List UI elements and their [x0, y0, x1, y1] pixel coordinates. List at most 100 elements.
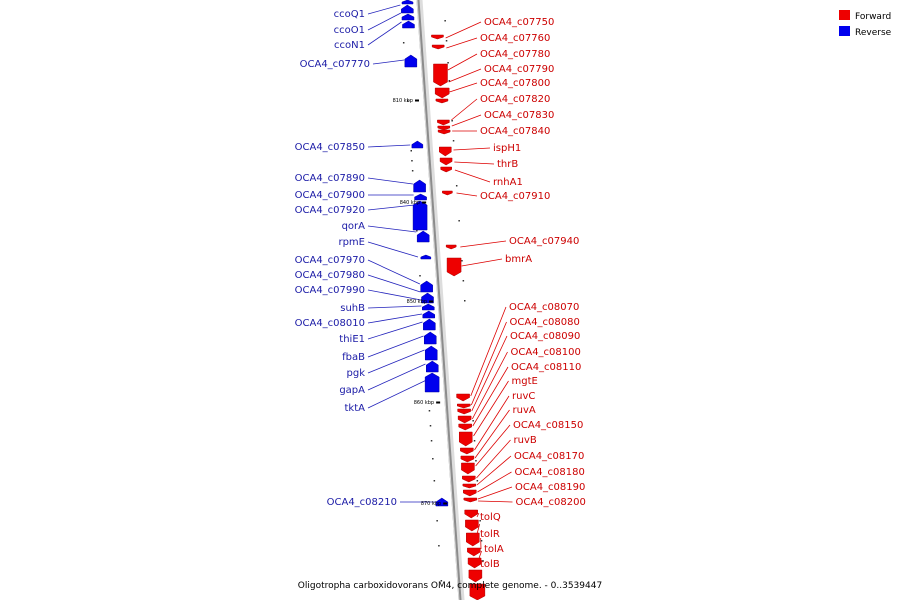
gene-label-oca4-c08210[interactable]: OCA4_c08210	[327, 497, 397, 508]
gene-label-oca4-c08180[interactable]: OCA4_c08180	[515, 467, 585, 478]
forward-gene-feature[interactable]	[439, 157, 453, 166]
reverse-gene-feature[interactable]	[401, 0, 414, 5]
gene-label-thrb[interactable]: thrB	[497, 159, 518, 170]
forward-gene-feature[interactable]	[460, 447, 474, 455]
gene-label-oca4-c08190[interactable]: OCA4_c08190	[515, 482, 585, 493]
gene-label-fbab[interactable]: fbaB	[342, 352, 365, 363]
gene-label-oca4-c08070[interactable]: OCA4_c08070	[509, 302, 579, 313]
gene-label-oca4-c07820[interactable]: OCA4_c07820	[480, 94, 550, 105]
reverse-gene-feature[interactable]	[414, 193, 427, 201]
gene-label-ruvc[interactable]: ruvC	[512, 391, 535, 402]
forward-gene-feature[interactable]	[463, 489, 477, 497]
gene-label-tkta[interactable]: tktA	[345, 403, 366, 414]
forward-gene-feature[interactable]	[437, 129, 451, 135]
gene-label-tolb[interactable]: tolB	[480, 559, 500, 570]
gene-label-qora[interactable]: qorA	[342, 221, 366, 232]
gene-label-oca4-c08010[interactable]: OCA4_c08010	[295, 318, 365, 329]
forward-gene-feature[interactable]	[431, 44, 445, 50]
gene-label-oca4-c07910[interactable]: OCA4_c07910	[480, 191, 550, 202]
forward-gene-feature[interactable]	[466, 532, 480, 547]
forward-gene-feature[interactable]	[440, 166, 452, 173]
reverse-gene-feature[interactable]	[413, 179, 426, 193]
reverse-gene-feature[interactable]	[401, 13, 415, 21]
gene-label-oca4-c07900[interactable]: OCA4_c07900	[295, 190, 365, 201]
forward-gene-feature[interactable]	[456, 393, 470, 402]
reverse-gene-feature[interactable]	[412, 200, 428, 231]
forward-gene-feature[interactable]	[446, 257, 462, 277]
forward-gene-feature[interactable]	[457, 415, 472, 424]
forward-gene-feature[interactable]	[463, 497, 478, 503]
forward-gene-feature[interactable]	[458, 431, 473, 447]
gene-label-oca4-c07940[interactable]: OCA4_c07940	[509, 236, 579, 247]
forward-gene-feature[interactable]	[435, 98, 449, 104]
gene-label-isph1[interactable]: ispH1	[493, 143, 521, 154]
gene-label-rpme[interactable]: rpmE	[338, 237, 365, 248]
gene-label-oca4-c07790[interactable]: OCA4_c07790	[484, 64, 554, 75]
reverse-gene-feature[interactable]	[416, 230, 430, 243]
gene-label-oca4-c08200[interactable]: OCA4_c08200	[516, 497, 586, 508]
forward-gene-feature[interactable]	[462, 475, 476, 483]
gene-label-ccon1[interactable]: ccoN1	[334, 40, 365, 51]
forward-gene-feature[interactable]	[467, 557, 482, 569]
gene-label-oca4-c07780[interactable]: OCA4_c07780	[480, 49, 550, 60]
forward-gene-feature[interactable]	[439, 146, 452, 157]
forward-gene-feature[interactable]	[469, 583, 486, 600]
gene-label-oca4-c07800[interactable]: OCA4_c07800	[480, 78, 550, 89]
gene-label-oca4-c07850[interactable]: OCA4_c07850	[295, 142, 365, 153]
gene-label-thie1[interactable]: thiE1	[339, 334, 365, 345]
reverse-gene-feature[interactable]	[424, 345, 438, 361]
reverse-gene-feature[interactable]	[402, 20, 415, 29]
gene-label-ccoq1[interactable]: ccoQ1	[334, 9, 365, 20]
forward-gene-feature[interactable]	[462, 483, 477, 489]
reverse-gene-feature[interactable]	[423, 318, 436, 331]
gene-label-oca4-c07990[interactable]: OCA4_c07990	[295, 285, 365, 296]
reverse-gene-feature[interactable]	[423, 331, 437, 345]
gene-label-tola[interactable]: tolA	[484, 544, 504, 555]
forward-gene-feature[interactable]	[445, 244, 457, 250]
forward-gene-feature[interactable]	[468, 569, 483, 583]
forward-gene-feature[interactable]	[461, 462, 475, 475]
gene-label-ruvb[interactable]: ruvB	[514, 435, 537, 446]
reverse-gene-feature[interactable]	[422, 303, 435, 311]
reverse-gene-feature[interactable]	[424, 372, 440, 393]
gene-label-tolr[interactable]: tolR	[480, 529, 500, 540]
forward-gene-feature[interactable]	[467, 547, 481, 557]
forward-gene-feature[interactable]	[437, 119, 450, 126]
forward-gene-feature[interactable]	[433, 63, 448, 87]
gene-label-oca4-c07770[interactable]: OCA4_c07770	[300, 59, 370, 70]
gene-label-tolq[interactable]: tolQ	[480, 512, 501, 523]
gene-label-ruva[interactable]: ruvA	[513, 405, 536, 416]
forward-gene-feature[interactable]	[431, 34, 444, 40]
reverse-gene-feature[interactable]	[401, 4, 414, 14]
forward-gene-feature[interactable]	[464, 509, 478, 519]
gene-label-oca4-c07920[interactable]: OCA4_c07920	[295, 205, 365, 216]
gene-label-oca4-c07830[interactable]: OCA4_c07830	[484, 110, 554, 121]
gene-label-oca4-c07760[interactable]: OCA4_c07760	[480, 33, 550, 44]
gene-label-oca4-c08150[interactable]: OCA4_c08150	[513, 420, 583, 431]
reverse-gene-feature[interactable]	[404, 54, 418, 68]
gene-label-oca4-c07890[interactable]: OCA4_c07890	[295, 173, 365, 184]
forward-gene-feature[interactable]	[434, 87, 450, 99]
gene-label-rnha1[interactable]: rnhA1	[493, 177, 523, 188]
reverse-gene-feature[interactable]	[411, 140, 424, 149]
reverse-gene-feature[interactable]	[420, 280, 433, 293]
forward-gene-feature[interactable]	[458, 423, 472, 431]
reverse-gene-feature[interactable]	[422, 310, 436, 319]
gene-label-oca4-c07840[interactable]: OCA4_c07840	[480, 126, 550, 137]
forward-gene-feature[interactable]	[442, 190, 453, 196]
gene-label-oca4-c08170[interactable]: OCA4_c08170	[514, 451, 584, 462]
forward-gene-feature[interactable]	[457, 403, 471, 409]
gene-label-oca4-c08080[interactable]: OCA4_c08080	[510, 317, 580, 328]
forward-gene-feature[interactable]	[465, 519, 479, 532]
gene-label-bmra[interactable]: bmrA	[505, 254, 532, 265]
gene-label-mgte[interactable]: mgtE	[512, 376, 538, 387]
gene-label-oca4-c07970[interactable]: OCA4_c07970	[295, 255, 365, 266]
gene-label-ccoo1[interactable]: ccoO1	[334, 25, 365, 36]
forward-gene-feature[interactable]	[460, 455, 475, 463]
gene-label-pgk[interactable]: pgk	[347, 368, 366, 379]
reverse-gene-feature[interactable]	[420, 254, 432, 260]
forward-gene-feature[interactable]	[437, 125, 451, 131]
gene-label-oca4-c07980[interactable]: OCA4_c07980	[295, 270, 365, 281]
reverse-gene-feature[interactable]	[426, 360, 439, 373]
gene-label-gapa[interactable]: gapA	[339, 385, 365, 396]
